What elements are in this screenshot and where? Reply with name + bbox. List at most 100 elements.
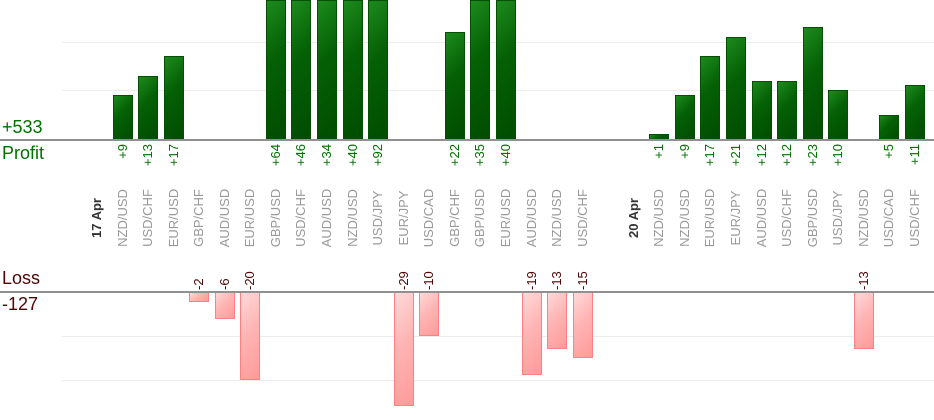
- loss-bar: [189, 293, 209, 302]
- profit-axis-title: Profit: [2, 143, 45, 163]
- profit-value-label: +10: [830, 144, 846, 167]
- pair-label: EUR/USD: [242, 188, 258, 248]
- profit-value-label: +13: [140, 144, 156, 167]
- pair-label: AUD/USD: [319, 188, 335, 248]
- profit-value-label: +23: [804, 144, 820, 167]
- profit-bar: [828, 90, 848, 139]
- profit-bar: [317, 0, 337, 139]
- profit-bar: [445, 32, 465, 139]
- loss-bar: [547, 293, 567, 349]
- loss-bar: [573, 293, 593, 358]
- loss-value-label: -13: [855, 271, 871, 290]
- loss-value-label: -29: [395, 271, 411, 290]
- profit-bar: [700, 56, 720, 139]
- loss-value-label: -2: [191, 278, 207, 290]
- pair-label: USD/CHF: [779, 189, 795, 247]
- pair-label: USD/JPY: [830, 190, 846, 246]
- loss-bar: [854, 293, 874, 349]
- pair-label: AUD/USD: [523, 188, 539, 248]
- profit-bar: [368, 0, 388, 139]
- profit-bar: [343, 0, 363, 139]
- profit-bar: [777, 81, 797, 139]
- profit-bar: [675, 95, 695, 139]
- pair-label: GBP/USD: [267, 188, 283, 248]
- pair-label: USD/CHF: [293, 189, 309, 247]
- profit-value-label: +46: [293, 144, 309, 167]
- profit-value-label: +35: [472, 144, 488, 167]
- profit-value-label: +12: [779, 144, 795, 167]
- profit-value-label: +21: [728, 144, 743, 167]
- pair-label: NZD/USD: [114, 189, 130, 247]
- profit-value-label: +5: [881, 144, 897, 159]
- gridline: [62, 380, 934, 381]
- pair-label: EUR/USD: [165, 188, 181, 248]
- profit-value-label: +17: [165, 144, 181, 167]
- pair-label: AUD/USD: [216, 188, 232, 248]
- loss-total-label: -127: [2, 294, 39, 314]
- profit-value-label: +9: [114, 144, 130, 159]
- pair-label: EUR/USD: [497, 188, 513, 248]
- pair-label: NZD/USD: [855, 189, 871, 247]
- pair-label: NZD/USD: [651, 189, 667, 247]
- loss-axis-line: [0, 291, 934, 293]
- pair-label: GBP/USD: [472, 188, 488, 248]
- profit-value-label: +17: [702, 144, 718, 167]
- pair-label: NZD/USD: [676, 189, 692, 247]
- profit-bar: [496, 0, 516, 139]
- loss-bar: [522, 293, 542, 375]
- profit-bar: [905, 85, 925, 139]
- profit-value-label: +34: [319, 144, 335, 167]
- profit-value-label: +92: [370, 144, 386, 167]
- profit-bar: [803, 27, 823, 139]
- pair-label: EUR/JPY: [728, 190, 743, 246]
- loss-bar: [240, 293, 260, 380]
- pair-label: EUR/JPY: [395, 190, 411, 246]
- loss-value-label: -15: [574, 271, 590, 290]
- loss-bar: [215, 293, 235, 319]
- profit-bar: [164, 56, 184, 139]
- profit-axis-line: [0, 139, 934, 141]
- profit-value-label: +11: [906, 144, 922, 166]
- pair-label: GBP/CHF: [191, 189, 207, 247]
- pair-label: USD/CHF: [574, 189, 590, 247]
- loss-value-label: -10: [421, 271, 437, 290]
- pair-label: USD/CAD: [881, 188, 897, 248]
- pair-label: NZD/USD: [344, 189, 360, 247]
- pair-label: AUD/USD: [753, 188, 769, 248]
- profit-value-label: +12: [753, 144, 769, 167]
- profit-bar: [138, 76, 158, 139]
- profit-bar: [291, 0, 311, 139]
- gridline: [62, 336, 934, 337]
- profit-value-label: +40: [497, 144, 513, 167]
- loss-value-label: -6: [216, 278, 232, 290]
- loss-value-label: -13: [549, 271, 565, 290]
- loss-axis-title: Loss: [2, 268, 41, 288]
- date-label: 17 Apr: [89, 198, 104, 238]
- profit-value-label: +64: [267, 144, 283, 167]
- date-label: 20 Apr: [625, 198, 641, 238]
- loss-bar: [394, 293, 414, 406]
- pair-label: GBP/USD: [804, 188, 820, 248]
- loss-value-label: -20: [242, 271, 258, 290]
- profit-total-label: +533: [2, 117, 43, 137]
- pair-label: EUR/USD: [702, 188, 718, 248]
- profit-bar: [726, 37, 746, 139]
- profit-bar: [649, 134, 669, 139]
- pair-label: USD/CHF: [140, 189, 156, 247]
- pair-label: NZD/USD: [549, 189, 565, 247]
- profit-bar: [113, 95, 133, 139]
- profit-bar: [879, 115, 899, 139]
- profit-value-label: +9: [676, 144, 692, 159]
- pair-label: GBP/CHF: [446, 189, 462, 247]
- pair-label: USD/CAD: [421, 188, 437, 248]
- profit-bar: [752, 81, 772, 139]
- loss-bar: [419, 293, 439, 336]
- profit-bar: [266, 0, 286, 139]
- profit-value-label: +1: [651, 144, 667, 159]
- loss-value-label: -19: [523, 271, 539, 290]
- pair-label: USD/JPY: [370, 190, 386, 246]
- profit-value-label: +22: [446, 144, 462, 167]
- profit-bar: [470, 0, 490, 139]
- pair-label: USD/CHF: [906, 189, 922, 247]
